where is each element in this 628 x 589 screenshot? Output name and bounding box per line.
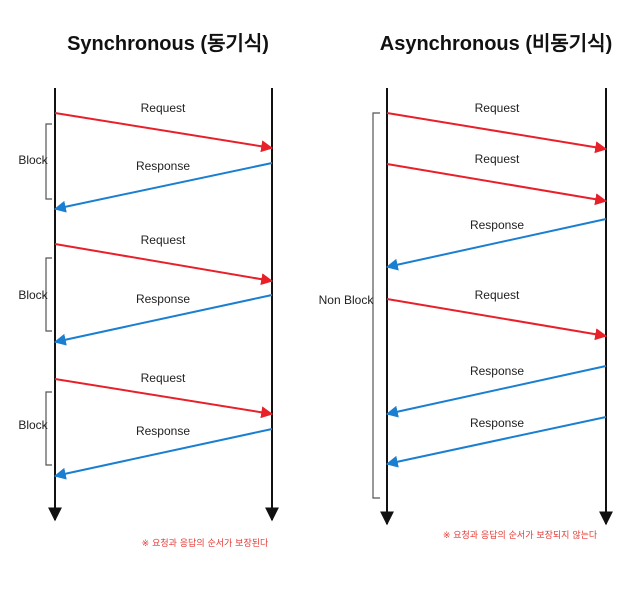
- block-bracket: [45, 391, 52, 466]
- async-message-2: Request: [386, 152, 608, 206]
- async-message-3: Response: [385, 218, 607, 271]
- block-label: Block: [18, 153, 48, 167]
- request-label: Request: [475, 101, 520, 115]
- nonblock-label: Non Block: [319, 293, 375, 307]
- response-arrow: [385, 416, 607, 468]
- sync-block-2: Block: [18, 257, 52, 332]
- sync-message-4: Response: [53, 292, 273, 346]
- request-arrow: [386, 163, 608, 206]
- async-message-6: Response: [385, 416, 607, 468]
- request-label: Request: [141, 101, 186, 115]
- sync-note: ※ 요청과 응답의 순서가 보장된다: [142, 537, 269, 549]
- sync-block-1: Block: [18, 123, 52, 200]
- block-bracket: [45, 123, 52, 200]
- response-arrow: [53, 294, 273, 346]
- response-arrow: [53, 428, 273, 480]
- sync-block-3: Block: [18, 391, 52, 466]
- request-arrow: [54, 243, 274, 286]
- sync-title: Synchronous (동기식): [67, 32, 269, 55]
- response-label: Response: [136, 159, 190, 173]
- sync-message-2: Response: [53, 159, 273, 213]
- async-message-1: Request: [386, 101, 608, 154]
- async-message-5: Response: [385, 364, 607, 418]
- request-arrow: [386, 298, 608, 341]
- request-arrow: [54, 112, 274, 153]
- sync-message-5: Request: [54, 371, 274, 419]
- async-message-4: Request: [386, 288, 608, 341]
- sync-message-6: Response: [53, 424, 273, 480]
- sync-message-3: Request: [54, 233, 274, 286]
- response-label: Response: [470, 416, 524, 430]
- response-label: Response: [136, 424, 190, 438]
- request-label: Request: [141, 233, 186, 247]
- block-bracket: [45, 257, 52, 332]
- response-arrow: [385, 365, 607, 418]
- response-arrow: [53, 162, 273, 213]
- block-label: Block: [18, 418, 48, 432]
- async-note: ※ 요청과 응답의 순서가 보장되지 않는다: [443, 529, 598, 541]
- block-label: Block: [18, 288, 48, 302]
- request-label: Request: [141, 371, 186, 385]
- request-label: Request: [475, 152, 520, 166]
- response-label: Response: [136, 292, 190, 306]
- request-label: Request: [475, 288, 520, 302]
- async-title: Asynchronous (비동기식): [380, 32, 613, 55]
- request-arrow: [54, 378, 274, 419]
- sync-message-1: Request: [54, 101, 274, 153]
- request-arrow: [386, 112, 608, 154]
- response-label: Response: [470, 364, 524, 378]
- response-arrow: [385, 218, 607, 271]
- async-nonblock: Non Block: [319, 112, 380, 499]
- response-label: Response: [470, 218, 524, 232]
- nonblock-bracket: [372, 112, 380, 499]
